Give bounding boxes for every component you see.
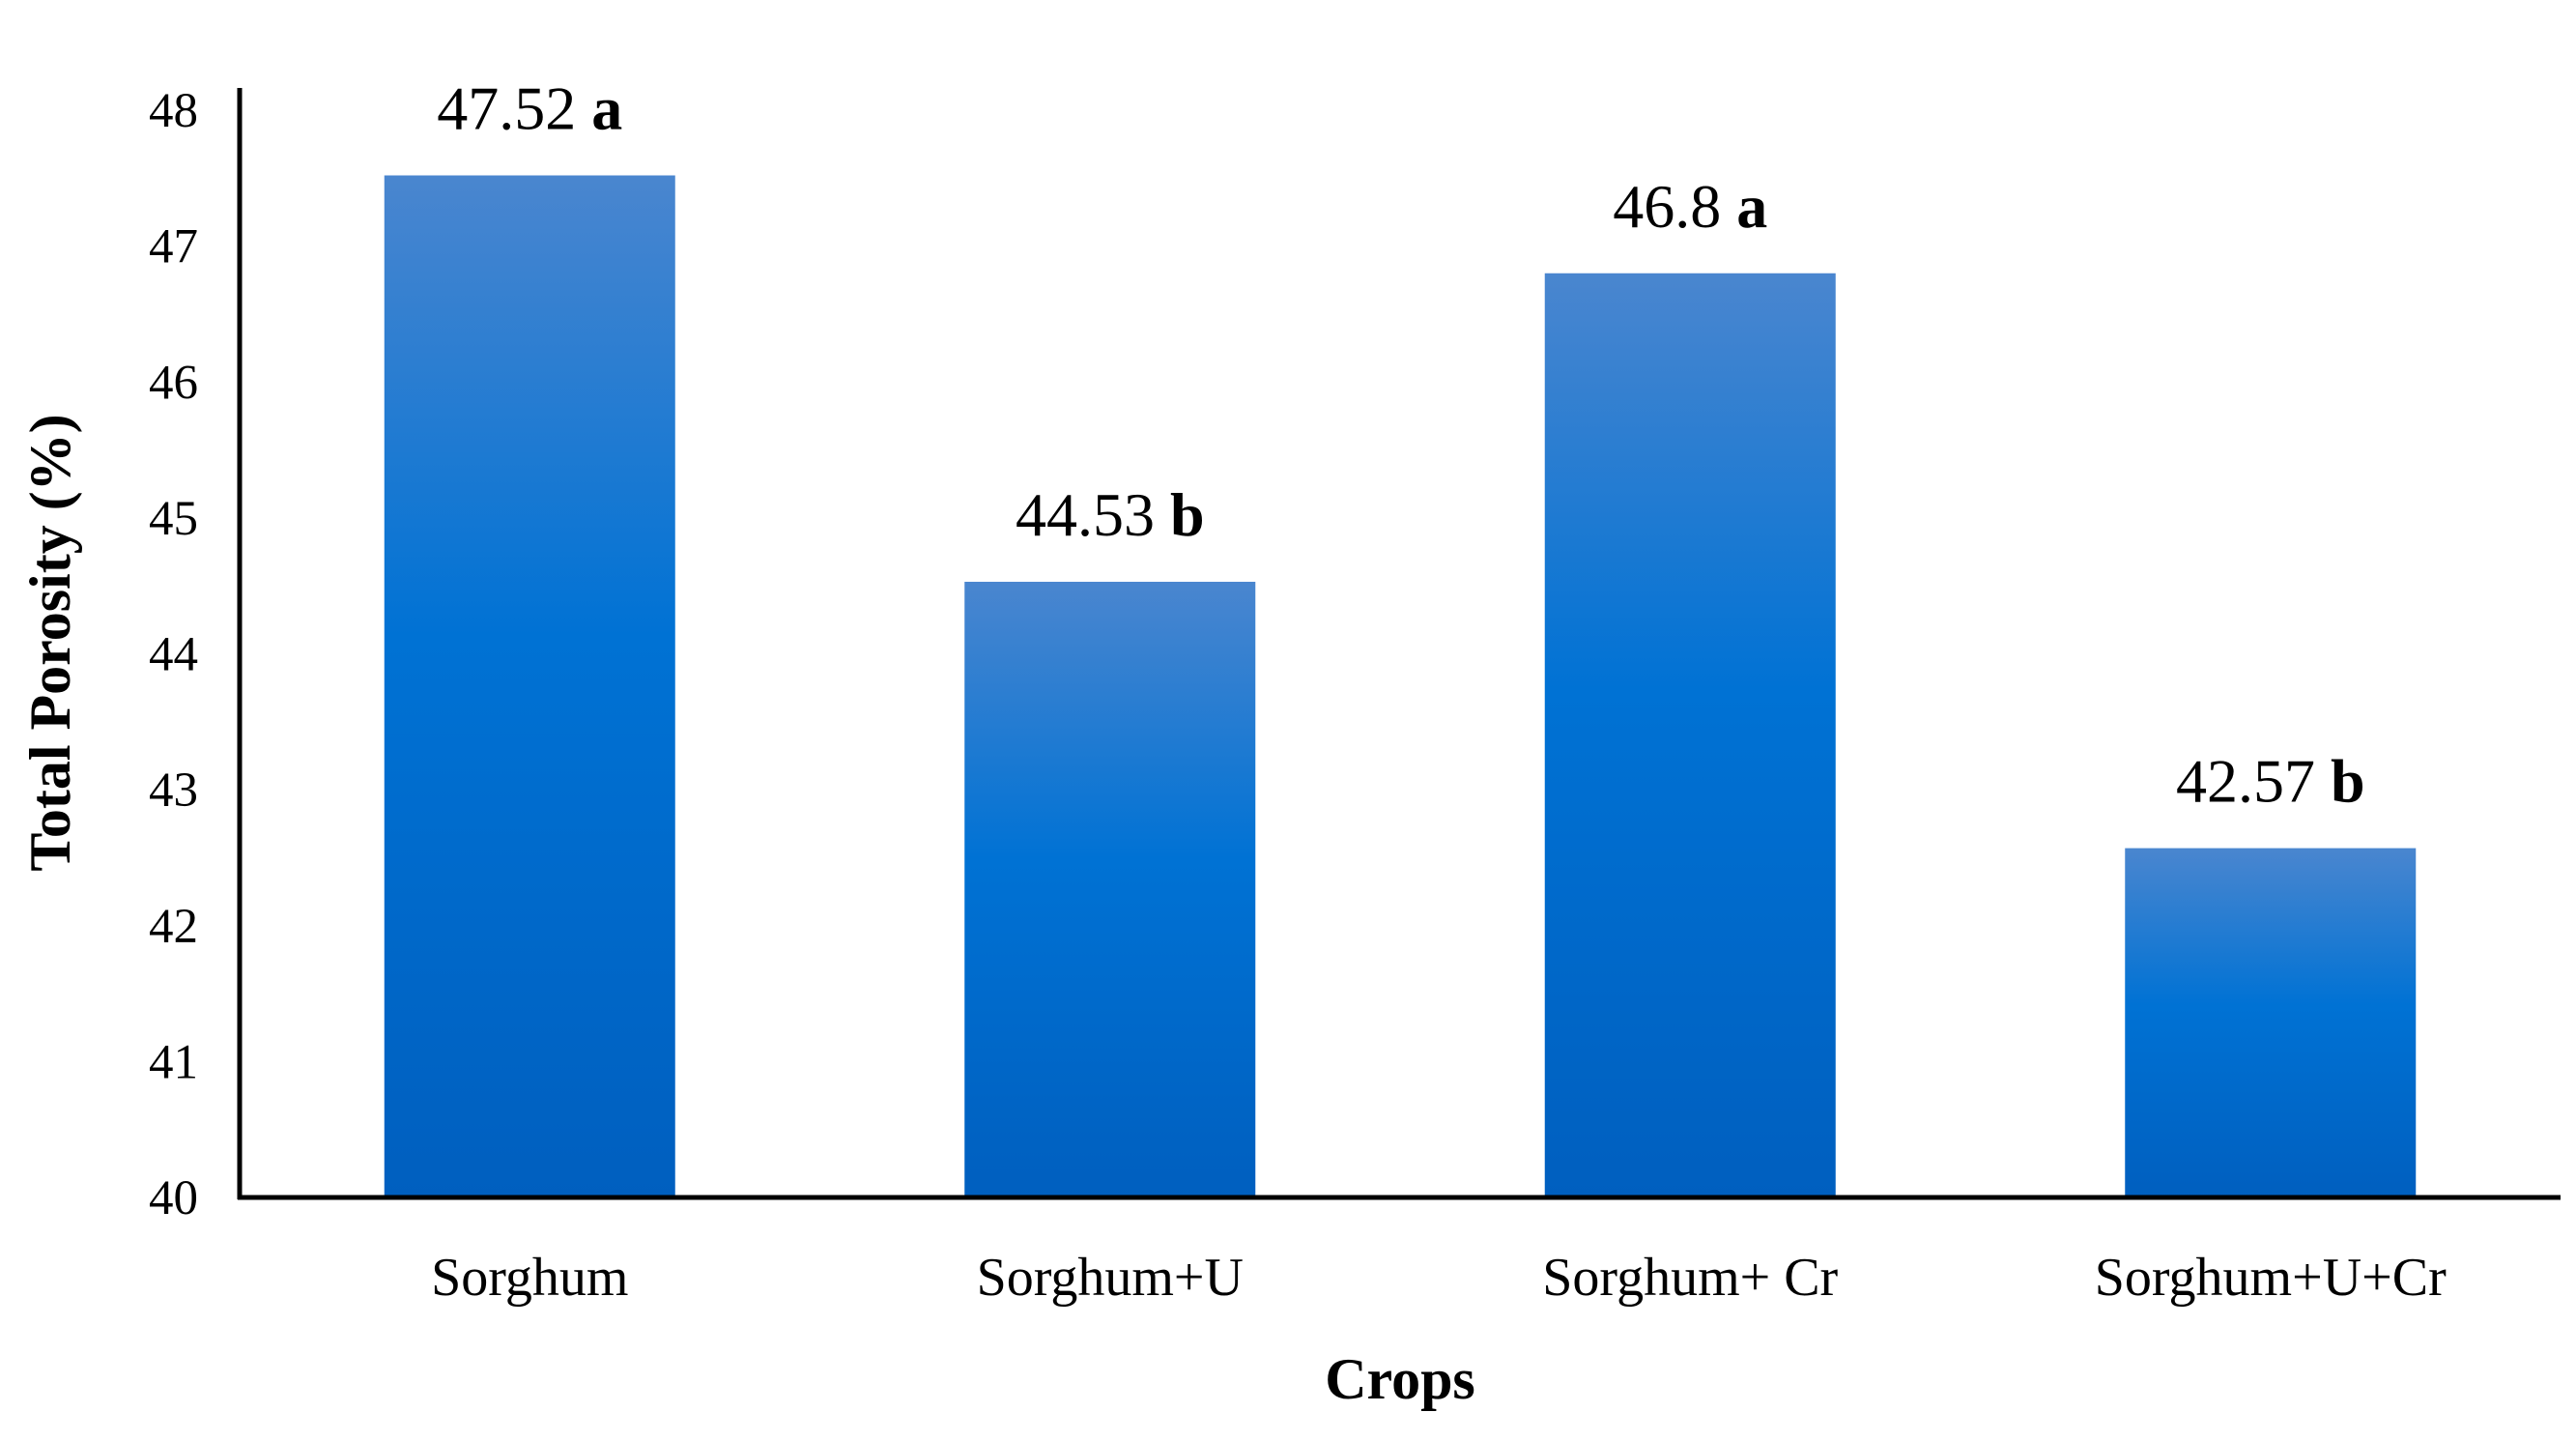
x-axis-title: Crops	[1325, 1347, 1475, 1411]
y-tick-label: 41	[149, 1035, 198, 1089]
data-value: 47.52	[437, 74, 591, 143]
x-tick-label: Sorghum+U+Cr	[2095, 1248, 2447, 1308]
y-tick-label: 40	[149, 1171, 198, 1225]
x-tick-label: Sorghum+ Cr	[1542, 1248, 1838, 1308]
y-tick-label: 43	[149, 764, 198, 818]
bar-0	[384, 175, 675, 1197]
data-label: 42.57 b	[2176, 747, 2365, 816]
data-label: 47.52 a	[437, 74, 622, 143]
data-label: 44.53 b	[1016, 480, 1205, 549]
bar-1	[964, 581, 1256, 1197]
x-tick-label: Sorghum	[431, 1248, 628, 1308]
data-value: 46.8	[1613, 172, 1736, 241]
bar-3	[2125, 848, 2417, 1197]
y-tick-label: 45	[149, 492, 198, 546]
significance-letter: a	[1736, 172, 1767, 241]
y-tick-label: 46	[149, 356, 198, 410]
data-value: 42.57	[2176, 747, 2331, 816]
significance-letter: b	[1170, 480, 1205, 549]
significance-letter: b	[2331, 747, 2365, 816]
x-tick-label: Sorghum+U	[977, 1248, 1244, 1308]
data-label: 46.8 a	[1613, 172, 1767, 241]
y-tick-label: 47	[149, 220, 198, 274]
data-value: 44.53	[1016, 480, 1170, 549]
y-tick-label: 44	[149, 628, 198, 682]
y-axis-title: Total Porosity (%)	[18, 414, 82, 871]
y-tick-label: 42	[149, 900, 198, 954]
significance-letter: a	[591, 74, 622, 143]
bar-2	[1544, 273, 1836, 1197]
y-tick-label: 48	[149, 84, 198, 138]
